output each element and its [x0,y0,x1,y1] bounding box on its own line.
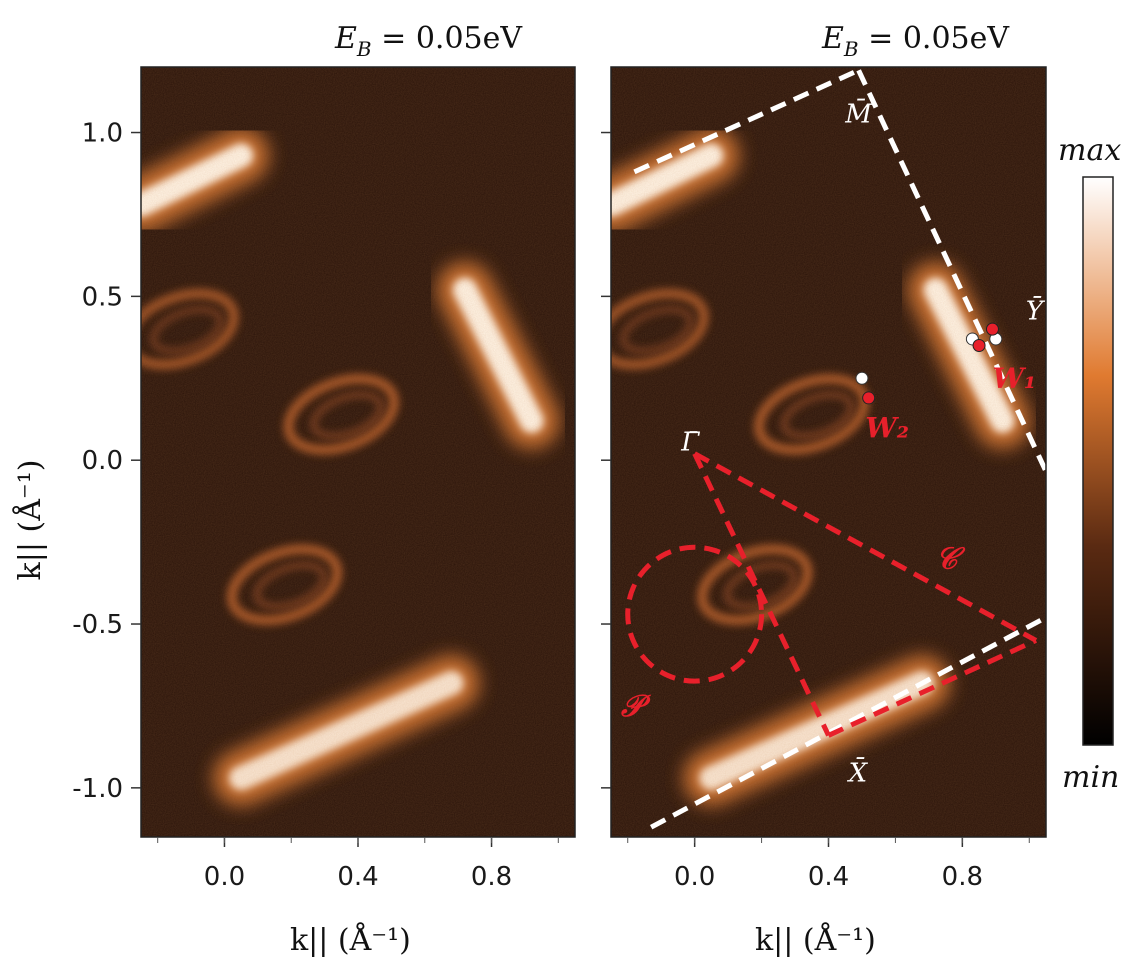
red-weyl-point [972,339,986,353]
label-gamma-bar: Γ̄ [680,427,700,457]
red-contour-line [692,452,831,737]
brillouin-zone-boundary [856,69,1046,478]
x-tick-label: 0.0 [674,862,715,892]
right-x-axis-label: k|| (Å⁻¹) [755,922,876,958]
left-y-axis-label: k|| (Å⁻¹) [12,460,48,581]
red-weyl-point [862,391,876,405]
y-tick-label: -0.5 [72,610,123,640]
brillouin-zone-boundary [633,67,860,175]
x-tick-label: 0.4 [337,862,378,892]
red-contour-line [827,638,1038,738]
x-tick-label: 0.4 [808,862,849,892]
white-weyl-point [855,371,869,385]
x-tick-label: 0.8 [942,862,983,892]
right-noise [611,67,1046,837]
left-panel: 0.0 0.4 0.8 1.0 0.5 0.0 -0.5 -1.0 EB = 0.05eV k… [12,21,576,958]
right-panel: 0.0 0.4 0.8 EB = 0.05eV k|| (Å⁻¹) M̄ Ȳ Γ̄ X̄ W… [601,21,1047,958]
right-ticks: 0.0 0.4 0.8 [601,131,1030,892]
y-tick-label: 1.0 [82,119,123,149]
right-overlays [625,67,1046,830]
y-tick-label: -1.0 [72,774,123,804]
colorbar-min-label: min [1062,760,1119,795]
label-w1: W₁ [992,362,1036,395]
label-x-bar: X̄ [847,757,869,789]
colorbar: max min [1058,133,1121,795]
y-tick-label: 0.0 [82,446,123,476]
red-dashed-circle [625,544,765,684]
red-weyl-point [985,322,999,336]
left-x-axis-label: k|| (Å⁻¹) [290,922,411,958]
left-noise [141,67,575,837]
label-m-bar: M̄ [844,98,873,130]
label-y-bar: Ȳ [1026,295,1046,326]
left-ticks: 0.0 0.4 0.8 1.0 0.5 0.0 -0.5 -1.0 [72,119,559,892]
x-tick-label: 0.8 [471,862,512,892]
red-contour-line [693,451,1038,643]
colorbar-gradient [1082,176,1114,746]
right-panel-title: EB = 0.05eV [821,21,1010,61]
label-w2: W₂ [865,411,909,444]
colorbar-max-label: max [1058,133,1121,168]
x-tick-label: 0.0 [204,862,245,892]
y-tick-label: 0.5 [82,282,123,312]
left-panel-title: EB = 0.05eV [334,21,523,61]
